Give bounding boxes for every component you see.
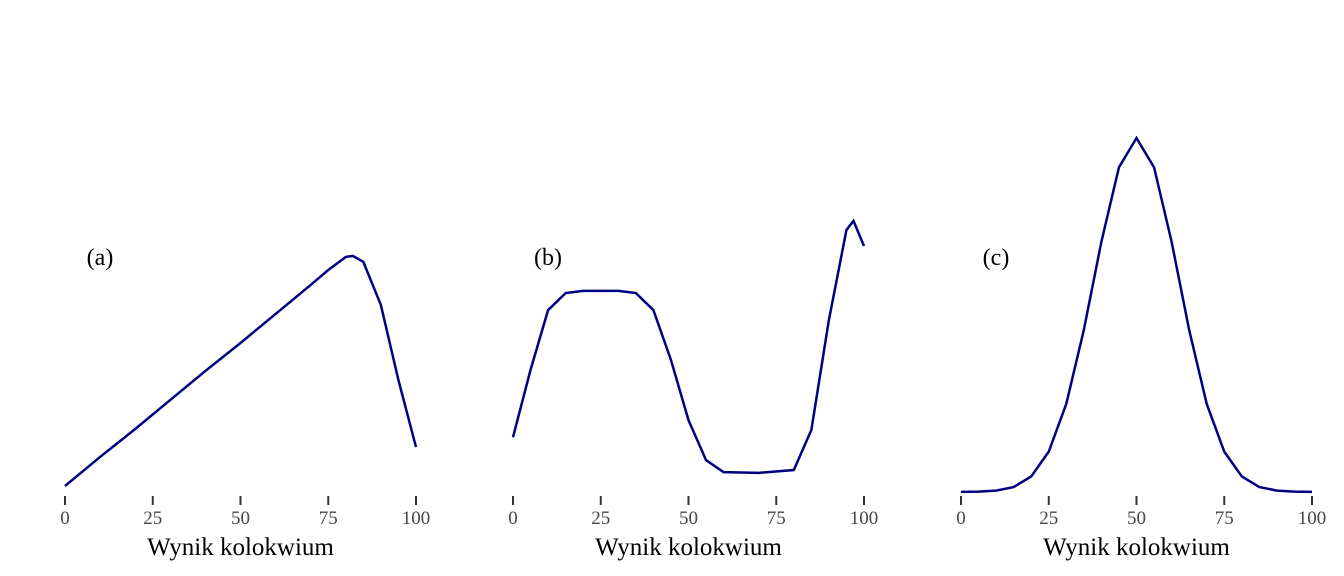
x-tick-label: 100 <box>1298 508 1327 529</box>
x-tick-label: 0 <box>60 508 70 529</box>
x-tick-label: 75 <box>1215 508 1234 529</box>
x-tick-label: 75 <box>319 508 338 529</box>
x-axis-title: Wynik kolokwium <box>147 534 334 561</box>
x-tick-label: 50 <box>231 508 250 529</box>
x-tick-label: 100 <box>850 508 879 529</box>
density-line <box>64 254 418 487</box>
panel-label: (c) <box>983 245 1010 271</box>
density-line <box>960 135 1313 494</box>
x-tick-label: 100 <box>402 508 431 529</box>
density-line <box>511 218 866 475</box>
x-tick-label: 25 <box>1039 508 1058 529</box>
x-axis-title: Wynik kolokwium <box>595 534 782 561</box>
x-tick-label: 25 <box>143 508 162 529</box>
x-tick-label: 0 <box>508 508 518 529</box>
panel-label: (b) <box>534 245 562 271</box>
x-tick-label: 75 <box>767 508 786 529</box>
x-tick-label: 25 <box>591 508 610 529</box>
panel-label: (a) <box>87 245 114 271</box>
x-tick-label: 50 <box>679 508 698 529</box>
x-axis-title: Wynik kolokwium <box>1043 534 1230 561</box>
x-tick-label: 50 <box>1127 508 1146 529</box>
x-tick-label: 0 <box>956 508 966 529</box>
